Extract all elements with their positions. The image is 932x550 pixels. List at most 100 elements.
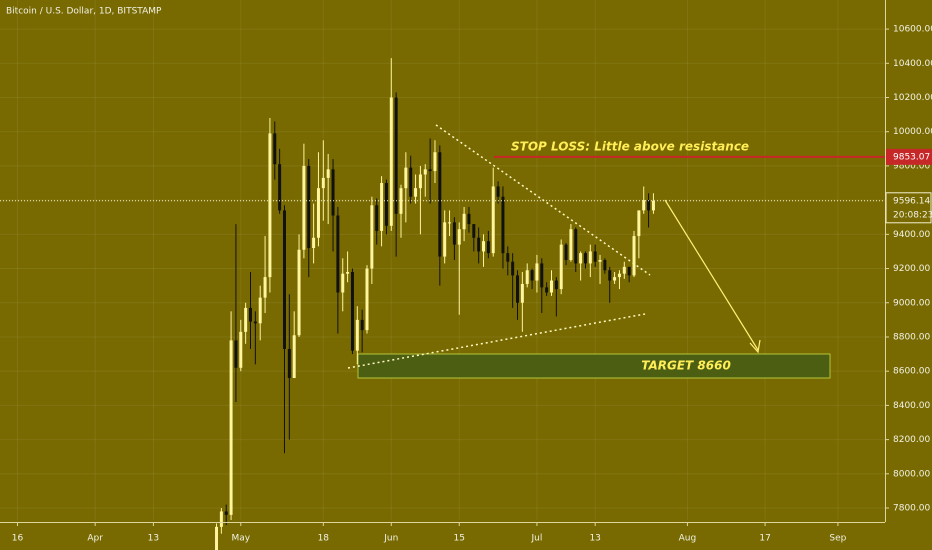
y-tick-label: 8200.00 <box>893 435 930 445</box>
y-tick-label: 10000.00 <box>893 127 932 137</box>
candle-body <box>312 237 316 249</box>
chart-title: Bitcoin / U.S. Dollar, 1D, BITSTAMP <box>6 7 162 17</box>
candle-body <box>545 287 549 293</box>
candle-body <box>477 237 481 252</box>
candle-body <box>282 210 286 349</box>
candle-body <box>482 241 486 252</box>
y-tick-label: 9000.00 <box>893 298 930 308</box>
countdown: 20:08:23 <box>893 210 932 220</box>
candle-body <box>399 188 403 214</box>
candle-body <box>268 133 272 278</box>
candle-body <box>443 222 447 257</box>
candle-body <box>642 200 646 211</box>
candle-body <box>287 348 291 379</box>
y-tick-label: 8000.00 <box>893 469 930 479</box>
y-tick-label: 8800.00 <box>893 332 930 342</box>
candle-body <box>613 277 617 281</box>
candle-body <box>501 196 505 254</box>
candle-body <box>326 169 330 178</box>
candle-body <box>438 152 442 257</box>
stop-loss-label: STOP LOSS: Little above resistance <box>511 139 749 153</box>
candle-body <box>219 511 223 527</box>
y-tick-label: 9800.00 <box>893 161 930 171</box>
candle-body <box>273 133 277 165</box>
candle-body <box>409 167 413 197</box>
candle-body <box>355 319 359 351</box>
candle-body <box>530 270 534 281</box>
candle-body <box>520 283 524 303</box>
candle-body <box>244 307 248 332</box>
candle-body <box>389 97 393 226</box>
candles <box>215 58 655 550</box>
candle-body <box>448 222 452 224</box>
x-tick-label: 13 <box>589 534 600 544</box>
price-axis <box>885 0 932 550</box>
candle-body <box>253 321 257 324</box>
candle-body <box>375 205 379 231</box>
y-tick-label: 10600.00 <box>893 25 932 35</box>
candle-body <box>384 183 388 226</box>
candle-body <box>360 319 364 331</box>
candle-body <box>457 229 461 245</box>
candle-body <box>511 261 515 276</box>
candle-body <box>433 152 437 172</box>
candle-body <box>627 266 631 276</box>
candle-body <box>496 186 500 197</box>
y-tick-label: 10200.00 <box>893 93 932 103</box>
candle-body <box>549 280 553 293</box>
candle-body <box>467 213 471 225</box>
candle-body <box>598 260 602 262</box>
y-tick-label: 8600.00 <box>893 367 930 377</box>
x-tick-label: 17 <box>759 534 770 544</box>
x-tick-label: Aug <box>679 534 697 544</box>
y-tick-label: 9400.00 <box>893 230 930 240</box>
candle-body <box>302 165 306 250</box>
candle-body <box>350 271 354 351</box>
overlay: STOP LOSS: Little above resistance <box>0 139 885 202</box>
candle-body <box>215 526 219 550</box>
candle-body <box>248 307 252 322</box>
candle-body <box>506 253 510 262</box>
candle-body <box>452 222 456 245</box>
stop-loss-tag <box>886 148 932 165</box>
candle-body <box>579 253 583 264</box>
candle-body <box>525 270 529 284</box>
candle-body <box>637 210 641 237</box>
axes: 7800.00 8000.00 8200.00 8400.00 8600.00 8800.… <box>12 25 932 544</box>
candle-body <box>341 273 345 293</box>
x-tick-label: 13 <box>148 534 159 544</box>
candle-body <box>540 263 544 288</box>
candle-body <box>336 215 340 293</box>
candle-body <box>297 249 301 336</box>
x-tick-label: Jul <box>530 534 542 544</box>
candle-body <box>307 165 311 249</box>
candle-body <box>516 275 520 303</box>
x-tick-label: Jun <box>383 534 398 544</box>
y-tick-label: 10400.00 <box>893 59 932 69</box>
target-box <box>357 353 831 379</box>
candle-body <box>588 251 592 264</box>
candle-body <box>414 188 418 197</box>
candle-body <box>617 273 621 278</box>
candle-body <box>491 186 495 254</box>
candle-body <box>486 241 490 254</box>
candle-body <box>423 169 427 175</box>
candle-body <box>462 213 466 230</box>
stop-loss-price: 9853.07 <box>893 152 930 162</box>
x-tick-label: 18 <box>318 534 330 544</box>
x-tick-label: May <box>231 534 250 544</box>
candle-body <box>559 244 563 290</box>
candle-body <box>535 263 539 281</box>
candle-body <box>292 335 296 379</box>
x-tick-label: Apr <box>87 534 103 544</box>
y-tick-label: 8400.00 <box>893 401 930 411</box>
candle-body <box>554 280 558 290</box>
candle-body <box>263 277 267 298</box>
x-tick-label: 16 <box>12 534 24 544</box>
candle-body <box>651 200 655 211</box>
candle-body <box>647 200 651 211</box>
candle-body <box>593 251 597 262</box>
candle-body <box>365 268 369 331</box>
